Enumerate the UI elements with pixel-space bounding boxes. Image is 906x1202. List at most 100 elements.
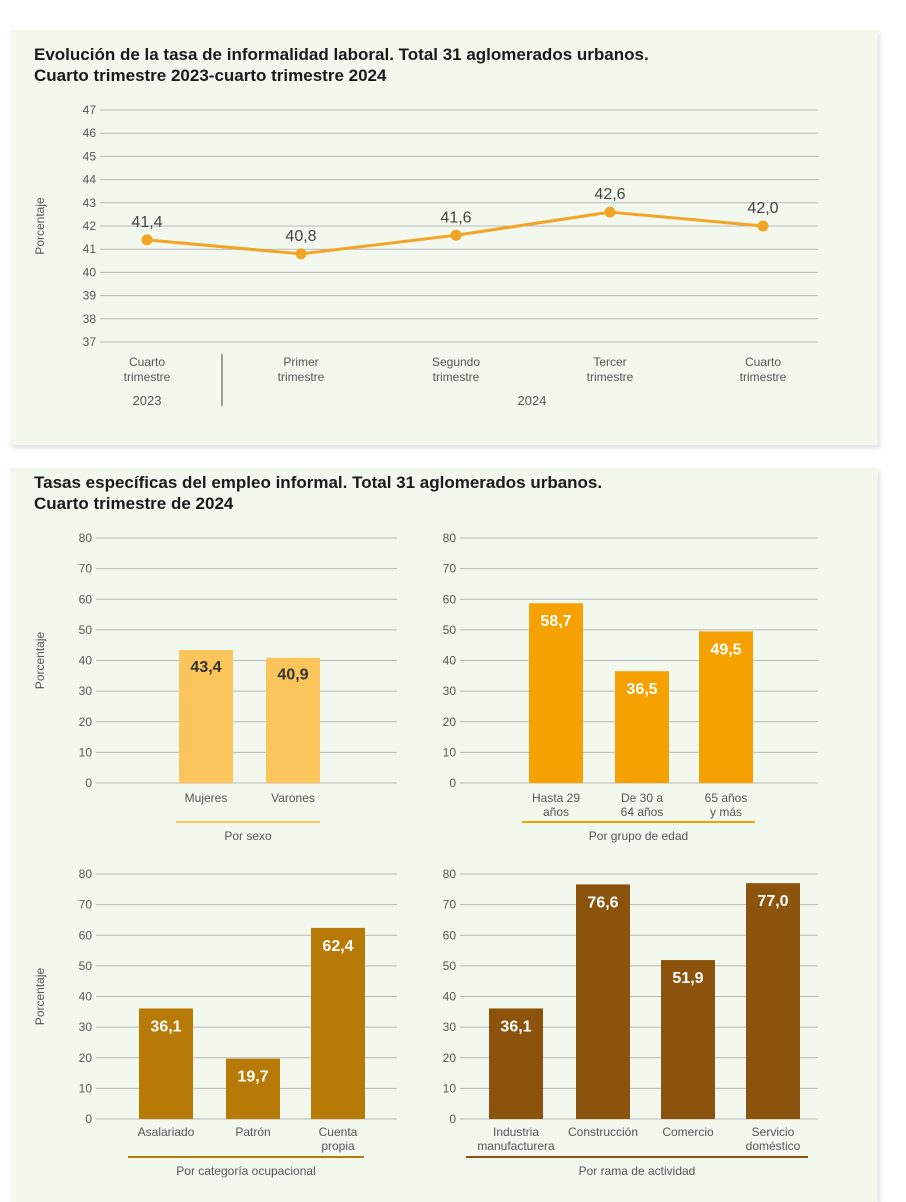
line-chart-y-tick-label: 41 xyxy=(83,242,97,256)
bar-chart-x-tick-label: Hasta 29 xyxy=(532,791,580,805)
bar-chart-y-tick-label: 0 xyxy=(449,776,456,790)
line-chart-title-line2: Cuarto trimestre 2023-cuarto trimestre 2… xyxy=(34,66,387,85)
bar-chart-y-tick-label: 80 xyxy=(443,531,457,545)
bar xyxy=(139,1008,193,1119)
bar-data-label: 62,4 xyxy=(322,938,353,955)
bar-chart-y-tick-label: 60 xyxy=(79,592,93,606)
bar-chart-y-tick-label: 10 xyxy=(79,745,93,759)
bar-chart-y-tick-label: 70 xyxy=(79,898,93,912)
bar-chart-y-tick-label: 20 xyxy=(443,1051,457,1065)
bar-chart-group-label: Por rama de actividad xyxy=(579,1164,696,1178)
bar-chart-y-tick-label: 30 xyxy=(443,684,457,698)
line-chart-x-tick-label: Cuarto xyxy=(745,355,781,369)
bar xyxy=(489,1008,543,1119)
bar-chart-y-tick-label: 60 xyxy=(79,928,93,942)
bar-data-label: 36,1 xyxy=(150,1018,181,1035)
line-chart-x-tick-label: Cuarto xyxy=(129,355,165,369)
bar-section-title-line1: Tasas específicas del empleo informal. T… xyxy=(34,473,603,492)
line-data-label: 41,4 xyxy=(131,214,162,231)
bar xyxy=(661,960,715,1119)
bar-chart-y-tick-label: 80 xyxy=(443,867,457,881)
bar-chart-x-tick-label: Asalariado xyxy=(138,1125,195,1139)
bar xyxy=(311,927,365,1119)
bar-chart-x-tick-label: y más xyxy=(710,805,742,819)
line-chart-y-tick-label: 40 xyxy=(83,265,97,279)
bar-chart-y-tick-label: 0 xyxy=(449,1112,456,1126)
bar-chart-x-tick-label: 65 años xyxy=(705,791,748,805)
bar-chart-x-tick-label: doméstico xyxy=(746,1139,801,1153)
bar-chart-y-tick-label: 20 xyxy=(443,715,457,729)
bar-chart-x-tick-label: Varones xyxy=(271,791,315,805)
bar-chart-y-tick-label: 30 xyxy=(79,1020,93,1034)
bar-chart-x-tick-label: De 30 a xyxy=(621,791,663,805)
bar xyxy=(226,1058,280,1119)
bar-chart-group-label: Por categoría ocupacional xyxy=(176,1164,315,1178)
bar xyxy=(179,650,233,783)
line-chart-y-tick-label: 47 xyxy=(83,103,97,117)
bar xyxy=(615,671,669,783)
line-chart-x-tick-label: trimestre xyxy=(587,370,634,384)
bar-chart-x-tick-label: Construcción xyxy=(568,1125,638,1139)
bar-chart-y-tick-label: 70 xyxy=(79,562,93,576)
bar-chart-y-tick-label: 50 xyxy=(79,959,93,973)
bar-chart-group-label: Por grupo de edad xyxy=(589,829,688,843)
bar-chart-y-tick-label: 50 xyxy=(79,623,93,637)
bar-chart-x-tick-label: Industria xyxy=(493,1125,539,1139)
bar xyxy=(699,631,753,783)
bar-section-title: Tasas específicas del empleo informal. T… xyxy=(34,472,602,514)
bar xyxy=(576,884,630,1119)
bar-chart-y-tick-label: 60 xyxy=(443,928,457,942)
line-data-label: 42,6 xyxy=(594,186,625,203)
bar-chart-y-tick-label: 20 xyxy=(79,1051,93,1065)
bar-data-label: 43,4 xyxy=(190,659,221,676)
bar-data-label: 40,9 xyxy=(277,667,308,684)
bar-chart-y-tick-label: 30 xyxy=(443,1020,457,1034)
line-chart-x-tick-label: trimestre xyxy=(433,370,480,384)
bar-chart-y-tick-label: 10 xyxy=(79,1081,93,1095)
bar-chart-x-tick-label: Cuenta xyxy=(319,1125,358,1139)
bar-chart-x-tick-label: propia xyxy=(321,1139,355,1153)
bar-chart-y-tick-label: 50 xyxy=(443,623,457,637)
bar-chart-y-tick-label: 60 xyxy=(443,592,457,606)
bar-chart-x-tick-label: Comercio xyxy=(662,1125,714,1139)
bar-chart-y-tick-label: 70 xyxy=(443,898,457,912)
bar xyxy=(529,603,583,783)
bar-chart-y-tick-label: 70 xyxy=(443,562,457,576)
line-chart-title-line1: Evolución de la tasa de informalidad lab… xyxy=(34,45,649,64)
bar-data-label: 36,1 xyxy=(500,1018,531,1035)
line-chart-y-tick-label: 45 xyxy=(83,149,97,163)
line-chart-x-tick-label: trimestre xyxy=(278,370,325,384)
line-chart-y-tick-label: 38 xyxy=(83,312,97,326)
line-chart-x-tick-label: Tercer xyxy=(593,355,626,369)
bar-chart-y-tick-label: 80 xyxy=(79,867,93,881)
bar-chart-y-tick-label: 40 xyxy=(79,654,93,668)
line-data-point xyxy=(141,234,153,246)
line-chart-y-tick-label: 46 xyxy=(83,126,97,140)
bar-chart-y-tick-label: 30 xyxy=(79,684,93,698)
bar-chart-y-tick-label: 0 xyxy=(85,1112,92,1126)
bar-chart-x-tick-label: Patrón xyxy=(235,1125,270,1139)
line-chart-x-tick-label: trimestre xyxy=(124,370,171,384)
bar-data-label: 76,6 xyxy=(587,894,618,911)
bar-chart-group-label: Por sexo xyxy=(224,829,272,843)
bar-chart-y-tick-label: 40 xyxy=(443,990,457,1004)
line-chart-y-tick-label: 37 xyxy=(83,335,97,349)
line-chart-y-tick-label: 43 xyxy=(83,196,97,210)
bar-chart-y-tick-label: 80 xyxy=(79,531,93,545)
bar-chart-x-tick-label: 64 años xyxy=(621,805,664,819)
line-chart-y-tick-label: 39 xyxy=(83,289,97,303)
bar-chart-y-tick-label: 20 xyxy=(79,715,93,729)
bar-chart-y-axis-label: Porcentaje xyxy=(33,631,47,689)
line-data-label: 42,0 xyxy=(747,200,778,217)
line-chart-title: Evolución de la tasa de informalidad lab… xyxy=(34,44,649,86)
bar-chart-y-tick-label: 10 xyxy=(443,745,457,759)
line-data-point xyxy=(450,229,462,241)
bar-chart-y-tick-label: 50 xyxy=(443,959,457,973)
bar-data-label: 19,7 xyxy=(237,1069,268,1086)
bar-data-label: 36,5 xyxy=(626,681,657,698)
line-chart-year-label-2023: 2023 xyxy=(133,393,162,408)
line-chart-y-tick-label: 42 xyxy=(83,219,97,233)
bar-chart-y-tick-label: 10 xyxy=(443,1081,457,1095)
bar-chart-x-tick-label: años xyxy=(543,805,569,819)
